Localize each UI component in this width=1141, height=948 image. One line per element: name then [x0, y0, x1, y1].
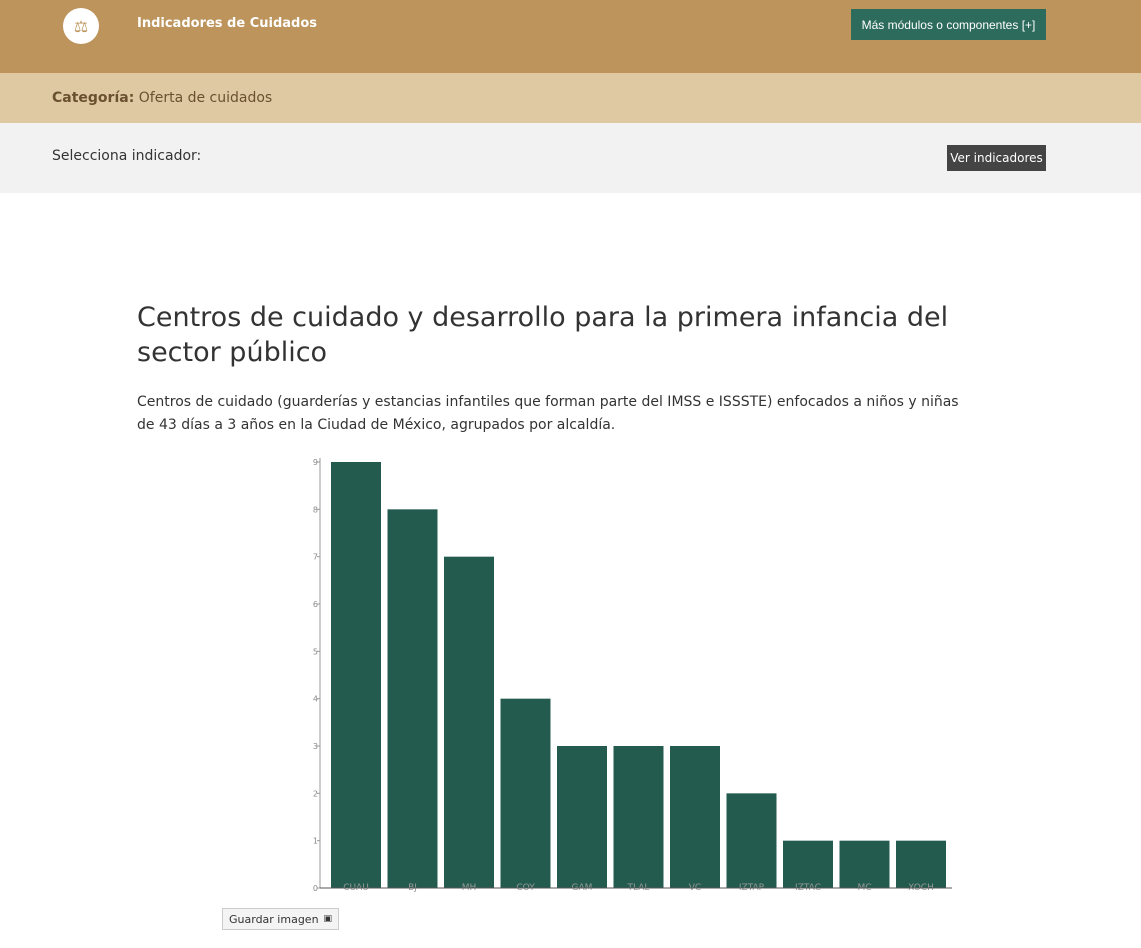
y-tick-label: 0 [313, 884, 318, 893]
page-title: Centros de cuidado y desarrollo para la … [137, 302, 949, 368]
category-bar: Categoría: Oferta de cuidados [0, 73, 1141, 123]
bar-tlal [613, 746, 664, 888]
bar-iztap [726, 793, 777, 888]
bar-vc [670, 746, 720, 888]
y-tick-label: 6 [313, 600, 318, 609]
y-tick-label: 9 [313, 458, 318, 467]
bar-coy [500, 698, 551, 888]
save-image-label: Guardar imagen [229, 912, 319, 926]
y-tick-label: 4 [313, 695, 318, 704]
y-tick-label: 7 [313, 553, 318, 562]
indicator-label: Selecciona indicador: [52, 148, 202, 164]
bar-mc [839, 840, 890, 888]
y-tick-label: 3 [313, 742, 318, 751]
image-icon: ▣ [323, 914, 333, 924]
bar-bj [387, 509, 438, 888]
bar-xoch [896, 840, 946, 888]
bar-mh [444, 556, 494, 888]
bar-cuau [331, 462, 381, 888]
view-indicators-button[interactable]: Ver indicadores [947, 145, 1046, 171]
y-tick-label: 8 [313, 505, 318, 514]
more-modules-button[interactable]: Más módulos o componentes [+] [851, 9, 1046, 40]
top-header: ⚖ Indicadores de Cuidados Más módulos o … [0, 0, 1141, 73]
category-value: Oferta de cuidados [138, 90, 273, 106]
bar-iztac [783, 840, 833, 888]
save-image-button[interactable]: Guardar imagen ▣ [222, 908, 340, 930]
category-label: Categoría: [52, 90, 135, 106]
indicator-description: Centros de cuidado (guarderías y estanci… [137, 394, 959, 433]
app-title: Indicadores de Cuidados [137, 16, 318, 31]
y-tick-label: 5 [313, 647, 318, 656]
bar-gam [557, 746, 607, 888]
y-tick-label: 1 [313, 837, 318, 846]
y-tick-label: 2 [313, 789, 318, 798]
people-scale-icon[interactable]: ⚖ [63, 8, 99, 44]
